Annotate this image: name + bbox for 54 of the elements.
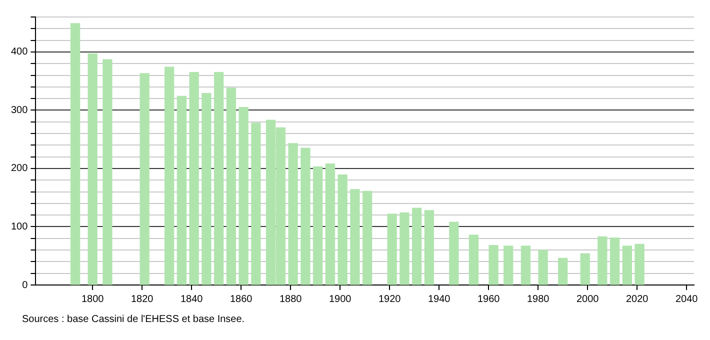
bar	[558, 258, 568, 285]
x-tick-label: 2040	[675, 294, 698, 305]
bar	[504, 246, 514, 285]
bar	[70, 23, 80, 285]
bar	[520, 246, 531, 285]
bar	[238, 106, 248, 285]
bar	[300, 148, 310, 285]
bar	[468, 234, 479, 285]
x-tick-label: 1860	[230, 294, 253, 305]
bar	[634, 244, 644, 285]
x-tick-label: 2000	[576, 294, 600, 305]
bar	[362, 190, 372, 285]
x-tick-label: 1960	[477, 294, 500, 305]
x-tick-label: 1940	[428, 294, 451, 305]
bar	[140, 73, 150, 285]
bar	[424, 210, 434, 285]
bar	[580, 253, 590, 285]
bar	[598, 236, 608, 285]
bar	[325, 163, 336, 285]
bar	[251, 122, 261, 285]
bar	[412, 208, 422, 285]
bar	[176, 96, 187, 285]
bar	[387, 214, 397, 285]
x-tick-label: 1800	[81, 294, 104, 305]
bar	[610, 237, 620, 285]
bar	[622, 246, 632, 285]
y-tick-label: 200	[10, 163, 28, 174]
bar	[102, 59, 112, 285]
bar	[189, 72, 199, 285]
bar	[214, 72, 224, 285]
bar	[288, 143, 298, 285]
x-tick-label: 1920	[378, 294, 402, 305]
x-tick-label: 1840	[180, 294, 204, 305]
bar	[338, 174, 348, 285]
bar	[350, 189, 360, 285]
bar	[164, 66, 174, 285]
bar	[400, 212, 410, 285]
y-tick-label: 0	[22, 280, 28, 291]
bar	[88, 53, 98, 285]
bar	[488, 245, 498, 285]
bar	[202, 92, 212, 285]
source-note: Sources : base Cassini de l'EHESS et base Insee.	[22, 314, 246, 325]
bar	[538, 250, 548, 285]
y-tick-label: 300	[10, 104, 28, 116]
x-tick-label: 1820	[130, 294, 154, 305]
bar	[312, 166, 323, 285]
x-tick-label: 2020	[626, 294, 649, 305]
bar	[226, 88, 236, 285]
y-tick-label: 100	[10, 221, 28, 232]
bar	[449, 222, 459, 285]
x-tick-label: 1900	[328, 294, 352, 305]
x-tick-label: 1880	[279, 294, 302, 305]
y-tick-label: 400	[10, 46, 28, 58]
x-tick-label: 1980	[526, 294, 550, 305]
